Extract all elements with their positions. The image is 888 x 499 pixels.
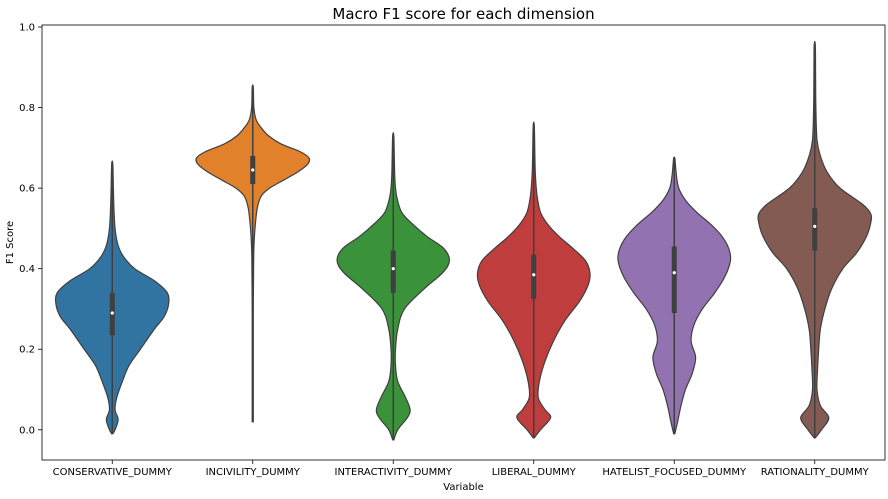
y-tick-label: 0.6 <box>19 184 35 195</box>
x-axis: CONSERVATIVE_DUMMY INCIVILITY_DUMMY INTERA… <box>53 460 870 478</box>
x-tick-label: CONSERVATIVE_DUMMY <box>53 467 173 478</box>
violin-median-marker <box>251 168 255 172</box>
chart-title: Macro F1 score for each dimension <box>332 5 594 23</box>
x-axis-title: Variable <box>443 482 484 493</box>
violin-incivility-dummy <box>195 84 311 423</box>
y-axis-title: F1 Score <box>5 221 16 264</box>
y-axis: 0.0 0.2 0.4 0.6 0.8 1.0 <box>19 23 42 436</box>
violin-liberal-dummy <box>476 121 591 439</box>
x-tick-label: RATIONALITY_DUMMY <box>761 467 870 478</box>
violin-rationality-dummy <box>757 40 873 439</box>
y-tick-label: 1.0 <box>19 23 35 34</box>
violin-hatelist-focused-dummy <box>617 156 732 435</box>
y-tick-label: 0.0 <box>19 425 35 436</box>
violin-median-marker <box>532 273 536 277</box>
violin-iqr-box <box>812 208 818 251</box>
x-tick-label: HATELIST_FOCUSED_DUMMY <box>602 467 747 478</box>
violin-median-marker <box>391 267 395 271</box>
violin-iqr-box <box>390 250 396 293</box>
violin-iqr-box <box>671 246 677 313</box>
x-tick-label: LIBERAL_DUMMY <box>492 467 577 478</box>
violin-interactivity-dummy <box>336 132 451 441</box>
violins-layer <box>54 40 873 441</box>
violin-median-marker <box>110 311 114 315</box>
y-tick-label: 0.8 <box>19 103 35 114</box>
y-tick-label: 0.2 <box>19 345 35 356</box>
plot-frame <box>41 24 886 461</box>
violin-conservative-dummy <box>54 160 170 435</box>
violin-median-marker <box>813 224 817 228</box>
violin-iqr-box <box>531 254 537 299</box>
x-tick-label: INCIVILITY_DUMMY <box>206 467 301 478</box>
violin-median-marker <box>672 271 676 275</box>
x-tick-label: INTERACTIVITY_DUMMY <box>335 467 453 478</box>
y-tick-label: 0.4 <box>19 264 35 275</box>
